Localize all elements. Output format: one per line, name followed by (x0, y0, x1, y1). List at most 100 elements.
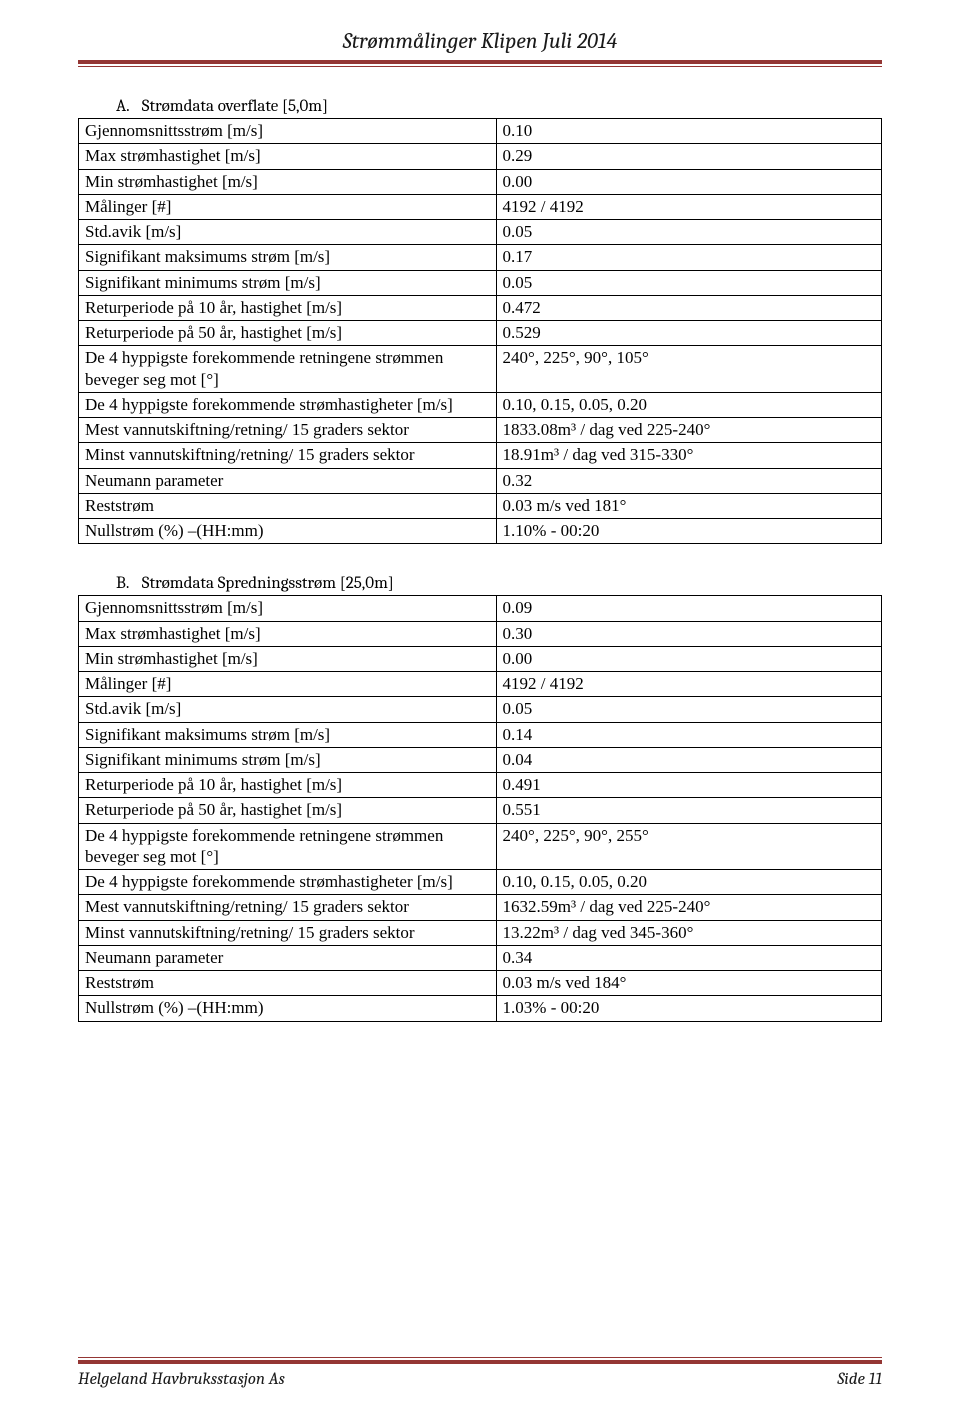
table-row: Std.avik [m/s]0.05 (79, 220, 882, 245)
table-row: Reststrøm0.03 m/s ved 184° (79, 971, 882, 996)
table-row: Målinger [#]4192 / 4192 (79, 194, 882, 219)
cell-label: Gjennomsnittsstrøm [m/s] (79, 596, 497, 621)
cell-value: 240°, 225°, 90°, 105° (496, 346, 881, 393)
cell-label: De 4 hyppigste forekommende strømhastigh… (79, 870, 497, 895)
page-header-title: Strømmålinger Klipen Juli 2014 (78, 28, 882, 60)
cell-label: Returperiode på 50 år, hastighet [m/s] (79, 798, 497, 823)
cell-label: Returperiode på 10 år, hastighet [m/s] (79, 295, 497, 320)
cell-label: Nullstrøm (%) –(HH:mm) (79, 519, 497, 544)
table-row: Gjennomsnittsstrøm [m/s]0.09 (79, 596, 882, 621)
cell-value: 0.10 (496, 119, 881, 144)
page-footer: Helgeland Havbruksstasjon As Side 11 (78, 1357, 882, 1389)
table-row: Neumann parameter0.32 (79, 468, 882, 493)
cell-value: 0.14 (496, 722, 881, 747)
cell-label: Neumann parameter (79, 945, 497, 970)
cell-label: Signifikant minimums strøm [m/s] (79, 270, 497, 295)
footer-row: Helgeland Havbruksstasjon As Side 11 (78, 1370, 882, 1389)
cell-value: 18.91m³ / dag ved 315-330° (496, 443, 881, 468)
cell-label: Minst vannutskiftning/retning/ 15 grader… (79, 920, 497, 945)
cell-value: 0.529 (496, 321, 881, 346)
table-row: Nullstrøm (%) –(HH:mm)1.03% - 00:20 (79, 996, 882, 1021)
table-row: Neumann parameter0.34 (79, 945, 882, 970)
cell-value: 1632.59m³ / dag ved 225-240° (496, 895, 881, 920)
cell-value: 0.10, 0.15, 0.05, 0.20 (496, 392, 881, 417)
table-row: Returperiode på 50 år, hastighet [m/s]0.… (79, 798, 882, 823)
cell-value: 0.05 (496, 220, 881, 245)
cell-label: Reststrøm (79, 493, 497, 518)
cell-label: Max strømhastighet [m/s] (79, 621, 497, 646)
cell-value: 0.472 (496, 295, 881, 320)
cell-label: Returperiode på 50 år, hastighet [m/s] (79, 321, 497, 346)
page: Strømmålinger Klipen Juli 2014 A. Strømd… (0, 0, 960, 1423)
cell-label: Std.avik [m/s] (79, 697, 497, 722)
cell-value: 0.05 (496, 697, 881, 722)
table-row: Signifikant minimums strøm [m/s]0.05 (79, 270, 882, 295)
section-a-title: Strømdata overflate [5,0m] (142, 97, 328, 116)
cell-label: Målinger [#] (79, 194, 497, 219)
table-row: Min strømhastighet [m/s]0.00 (79, 646, 882, 671)
cell-label: Min strømhastighet [m/s] (79, 646, 497, 671)
table-row: De 4 hyppigste forekommende retningene s… (79, 823, 882, 870)
table-row: De 4 hyppigste forekommende retningene s… (79, 346, 882, 393)
cell-value: 1833.08m³ / dag ved 225-240° (496, 418, 881, 443)
section-b-letter: B. (116, 574, 138, 593)
table-row: Reststrøm0.03 m/s ved 181° (79, 493, 882, 518)
cell-label: Min strømhastighet [m/s] (79, 169, 497, 194)
header-rule-thick (78, 60, 882, 64)
table-row: Gjennomsnittsstrøm [m/s]0.10 (79, 119, 882, 144)
table-row: Mest vannutskiftning/retning/ 15 graders… (79, 418, 882, 443)
cell-value: 0.00 (496, 646, 881, 671)
cell-value: 1.03% - 00:20 (496, 996, 881, 1021)
cell-value: 240°, 225°, 90°, 255° (496, 823, 881, 870)
cell-label: Signifikant maksimums strøm [m/s] (79, 245, 497, 270)
cell-label: Målinger [#] (79, 672, 497, 697)
cell-value: 0.03 m/s ved 184° (496, 971, 881, 996)
table-row: Returperiode på 10 år, hastighet [m/s]0.… (79, 773, 882, 798)
cell-label: De 4 hyppigste forekommende retningene s… (79, 346, 497, 393)
cell-value: 0.29 (496, 144, 881, 169)
cell-value: 0.10, 0.15, 0.05, 0.20 (496, 870, 881, 895)
footer-left: Helgeland Havbruksstasjon As (78, 1370, 285, 1389)
cell-label: De 4 hyppigste forekommende strømhastigh… (79, 392, 497, 417)
cell-value: 0.04 (496, 747, 881, 772)
cell-value: 13.22m³ / dag ved 345-360° (496, 920, 881, 945)
table-row: Målinger [#]4192 / 4192 (79, 672, 882, 697)
table-row: De 4 hyppigste forekommende strømhastigh… (79, 392, 882, 417)
footer-rule-thick (78, 1360, 882, 1364)
cell-value: 0.34 (496, 945, 881, 970)
table-row: Returperiode på 50 år, hastighet [m/s]0.… (79, 321, 882, 346)
table-row: Min strømhastighet [m/s]0.00 (79, 169, 882, 194)
table-row: Std.avik [m/s]0.05 (79, 697, 882, 722)
cell-label: Signifikant minimums strøm [m/s] (79, 747, 497, 772)
cell-label: Mest vannutskiftning/retning/ 15 graders… (79, 418, 497, 443)
spacer (78, 544, 882, 564)
table-a: Gjennomsnittsstrøm [m/s]0.10Max strømhas… (78, 118, 882, 544)
section-a-heading: A. Strømdata overflate [5,0m] (116, 97, 882, 116)
table-row: Signifikant maksimums strøm [m/s]0.17 (79, 245, 882, 270)
cell-value: 0.551 (496, 798, 881, 823)
header-rule-thin (78, 66, 882, 67)
cell-label: Neumann parameter (79, 468, 497, 493)
table-row: Minst vannutskiftning/retning/ 15 grader… (79, 443, 882, 468)
cell-value: 0.03 m/s ved 181° (496, 493, 881, 518)
cell-label: Max strømhastighet [m/s] (79, 144, 497, 169)
table-row: Signifikant minimums strøm [m/s]0.04 (79, 747, 882, 772)
cell-label: Signifikant maksimums strøm [m/s] (79, 722, 497, 747)
table-row: Max strømhastighet [m/s]0.29 (79, 144, 882, 169)
cell-label: Std.avik [m/s] (79, 220, 497, 245)
section-b-heading: B. Strømdata Spredningsstrøm [25,0m] (116, 574, 882, 593)
section-a-letter: A. (116, 97, 138, 116)
table-row: Signifikant maksimums strøm [m/s]0.14 (79, 722, 882, 747)
cell-label: Returperiode på 10 år, hastighet [m/s] (79, 773, 497, 798)
cell-label: Nullstrøm (%) –(HH:mm) (79, 996, 497, 1021)
table-row: Returperiode på 10 år, hastighet [m/s]0.… (79, 295, 882, 320)
cell-value: 0.30 (496, 621, 881, 646)
table-row: Nullstrøm (%) –(HH:mm)1.10% - 00:20 (79, 519, 882, 544)
footer-rule-thin (78, 1357, 882, 1358)
cell-label: Minst vannutskiftning/retning/ 15 grader… (79, 443, 497, 468)
cell-label: Mest vannutskiftning/retning/ 15 graders… (79, 895, 497, 920)
table-row: Mest vannutskiftning/retning/ 15 graders… (79, 895, 882, 920)
cell-value: 0.09 (496, 596, 881, 621)
cell-value: 0.05 (496, 270, 881, 295)
cell-value: 0.00 (496, 169, 881, 194)
